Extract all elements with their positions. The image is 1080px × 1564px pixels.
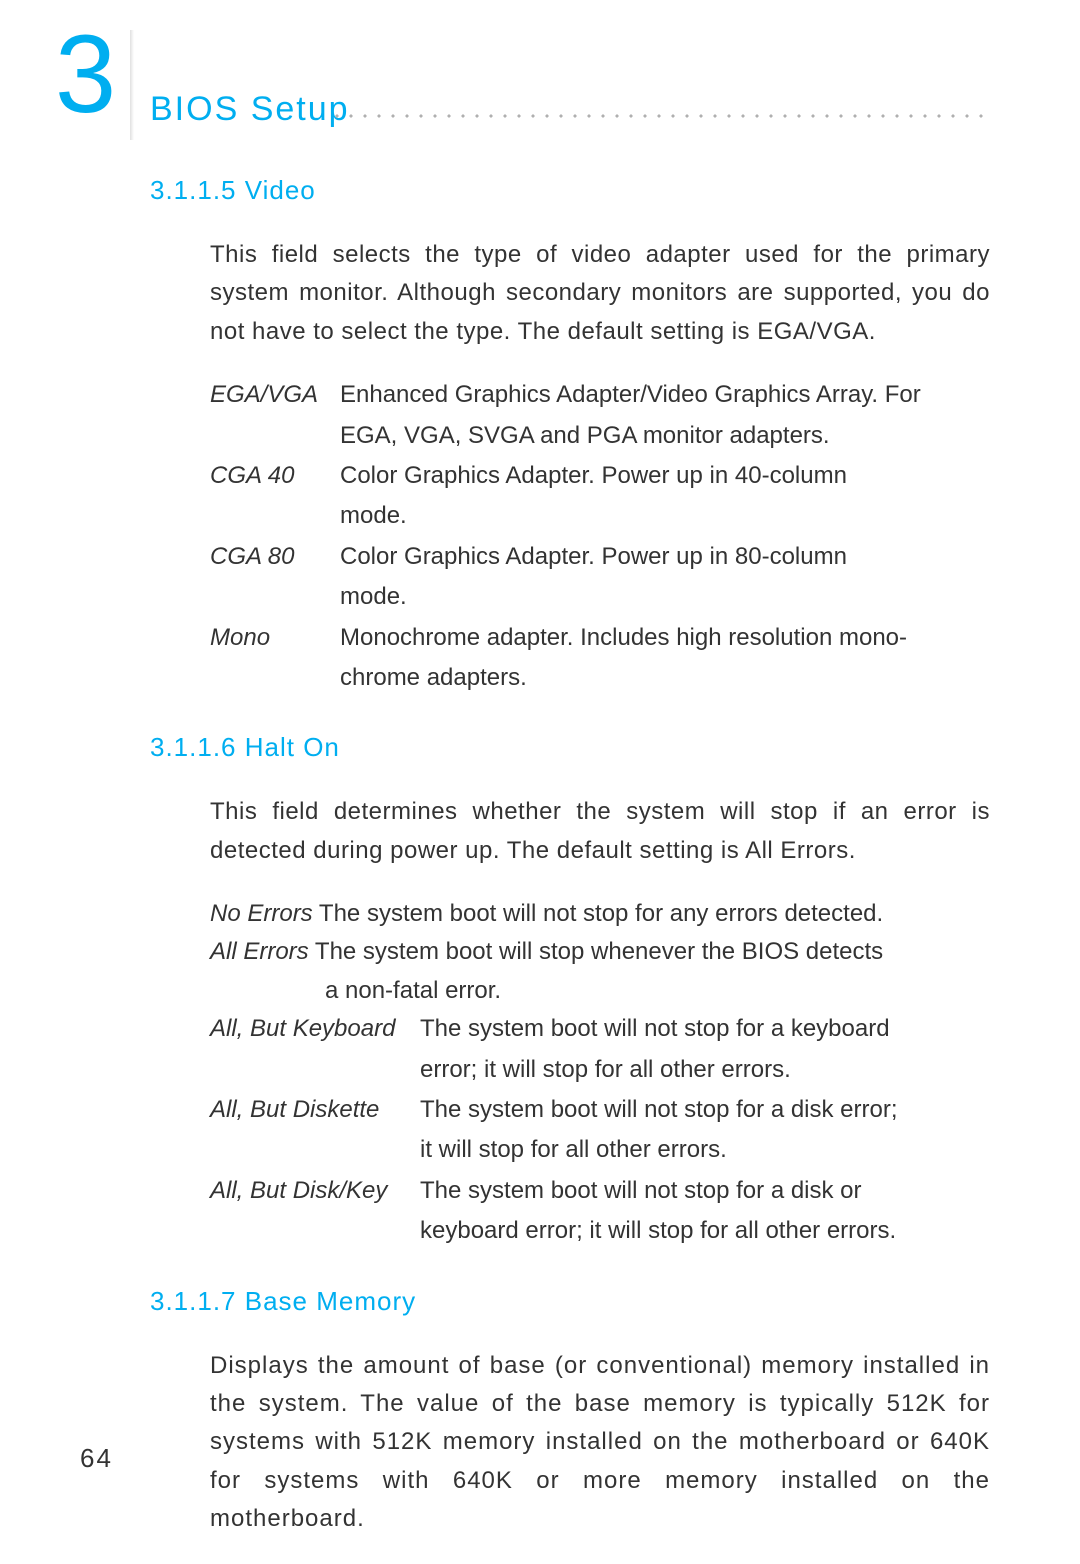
def-row-cga80-cont: mode. (210, 578, 990, 616)
page-number: 64 (80, 1443, 113, 1474)
section-heading-video: 3.1.1.5 Video (150, 175, 990, 206)
def-term-blank (210, 417, 340, 455)
def-term-blank (210, 578, 340, 616)
def-term: No Errors (210, 900, 313, 927)
def-desc: a non-fatal error. (325, 977, 501, 1004)
def-term-blank (210, 497, 340, 535)
def-desc: Color Graphics Adapter. Power up in 80-c… (340, 538, 990, 576)
def-desc: EGA, VGA, SVGA and PGA monitor adapters. (340, 417, 990, 455)
def-term: All, But Disk/Key (210, 1172, 420, 1210)
def-desc: Color Graphics Adapter. Power up in 40-c… (340, 457, 990, 495)
def-row-mono: Mono Monochrome adapter. Includes high r… (210, 619, 990, 657)
def-row-egavga: EGA/VGA Enhanced Graphics Adapter/Video … (210, 376, 990, 414)
chapter-title: BIOS Setup (150, 90, 350, 129)
def-term-blank (210, 1212, 420, 1250)
def-desc: mode. (340, 497, 990, 535)
def-row-mono-cont: chrome adapters. (210, 659, 990, 697)
def-desc: keyboard error; it will stop for all oth… (420, 1212, 990, 1250)
halt-definitions: No Errors The system boot will not stop … (210, 895, 990, 1251)
def-row-allerrors-cont: a non-fatal error. (210, 972, 990, 1010)
def-desc: mode. (340, 578, 990, 616)
def-desc: chrome adapters. (340, 659, 990, 697)
page-content: 3.1.1.5 Video This field selects the typ… (150, 175, 990, 1564)
def-row-cga40-cont: mode. (210, 497, 990, 535)
def-desc: The system boot will stop whenever the B… (315, 938, 883, 965)
def-row-egavga-cont: EGA, VGA, SVGA and PGA monitor adapters. (210, 417, 990, 455)
def-desc: The system boot will not stop for a keyb… (420, 1010, 990, 1048)
section-heading-basemem: 3.1.1.7 Base Memory (150, 1286, 990, 1317)
def-desc: The system boot will not stop for any er… (319, 900, 883, 927)
def-term: CGA 40 (210, 457, 340, 495)
def-term: CGA 80 (210, 538, 340, 576)
def-term: Mono (210, 619, 340, 657)
def-row-cga40: CGA 40 Color Graphics Adapter. Power up … (210, 457, 990, 495)
def-term: All, But Diskette (210, 1091, 420, 1129)
video-intro: This field selects the type of video ada… (210, 236, 990, 351)
def-term: EGA/VGA (210, 376, 340, 414)
def-row-cga80: CGA 80 Color Graphics Adapter. Power up … (210, 538, 990, 576)
header-dotted-rule (330, 112, 990, 120)
def-row-noerrors: No Errors The system boot will not stop … (210, 895, 990, 933)
def-row-diskette-cont: it will stop for all other errors. (210, 1131, 990, 1169)
def-term-blank (210, 659, 340, 697)
video-definitions: EGA/VGA Enhanced Graphics Adapter/Video … (210, 376, 990, 697)
def-desc: error; it will stop for all other errors… (420, 1051, 990, 1089)
chapter-number: 3 (55, 20, 116, 130)
halt-intro: This field determines whether the system… (210, 793, 990, 870)
def-desc: The system boot will not stop for a disk… (420, 1091, 990, 1129)
def-desc: Monochrome adapter. Includes high resolu… (340, 619, 990, 657)
def-row-allerrors: All Errors The system boot will stop whe… (210, 933, 990, 971)
def-desc: it will stop for all other errors. (420, 1131, 990, 1169)
def-term: All, But Keyboard (210, 1010, 420, 1048)
def-row-keyboard-cont: error; it will stop for all other errors… (210, 1051, 990, 1089)
def-row-diskette: All, But Diskette The system boot will n… (210, 1091, 990, 1129)
def-row-keyboard: All, But Keyboard The system boot will n… (210, 1010, 990, 1048)
def-term: All Errors (210, 938, 309, 965)
def-row-diskkey-cont: keyboard error; it will stop for all oth… (210, 1212, 990, 1250)
def-row-diskkey: All, But Disk/Key The system boot will n… (210, 1172, 990, 1210)
def-term-blank (210, 1131, 420, 1169)
def-term-blank (210, 1051, 420, 1089)
basemem-intro: Displays the amount of base (or conventi… (210, 1347, 990, 1539)
def-desc: Enhanced Graphics Adapter/Video Graphics… (340, 376, 990, 414)
def-desc: The system boot will not stop for a disk… (420, 1172, 990, 1210)
chapter-divider (130, 30, 134, 140)
section-heading-halt: 3.1.1.6 Halt On (150, 732, 990, 763)
